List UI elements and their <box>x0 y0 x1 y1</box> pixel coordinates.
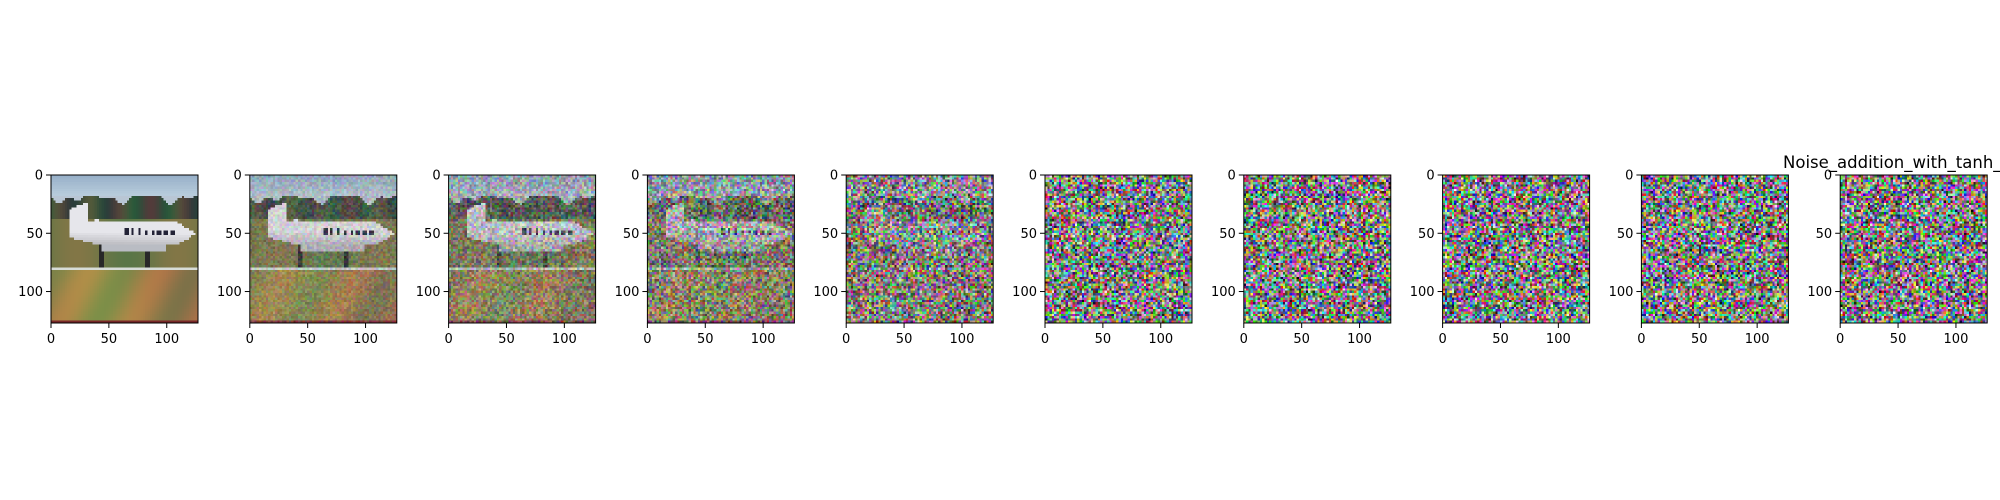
x-tick-label: 0 <box>1438 332 1446 347</box>
subplot-5: 0 50 100 0 50 100 <box>813 169 994 347</box>
y-tick-label: 0 <box>234 169 242 184</box>
x-tick-label: 0 <box>444 332 452 347</box>
subplot-10: 0 50 100 0 50 100 <box>1807 169 1988 347</box>
y-tick-label: 0 <box>631 169 639 184</box>
noise-image <box>249 175 397 323</box>
x-tick-label: 0 <box>1836 332 1844 347</box>
noise-image <box>1641 175 1789 323</box>
y-tick-label: 0 <box>1426 169 1434 184</box>
axes-frame <box>1442 174 1591 324</box>
y-tick-label: 50 <box>822 227 839 242</box>
x-tick-label: 0 <box>1041 332 1049 347</box>
x-tick-label: 100 <box>1546 332 1571 347</box>
x-tick-label: 0 <box>246 332 254 347</box>
y-tick-label: 50 <box>1617 227 1634 242</box>
x-tick-label: 100 <box>154 332 179 347</box>
noise-image <box>1442 175 1590 323</box>
y-tick-label: 50 <box>1418 227 1435 242</box>
y-tick-label: 100 <box>813 285 838 300</box>
y-tick-label: 0 <box>830 169 838 184</box>
y-tick-label: 100 <box>1410 285 1435 300</box>
x-tick-label: 50 <box>1492 332 1509 347</box>
y-tick-label: 50 <box>26 227 43 242</box>
x-tick-label: 50 <box>101 332 118 347</box>
y-tick-label: 0 <box>1228 169 1236 184</box>
y-tick-label: 100 <box>1012 285 1037 300</box>
x-tick-label: 100 <box>1148 332 1173 347</box>
y-tick-label: 50 <box>1219 227 1236 242</box>
x-tick-label: 100 <box>751 332 776 347</box>
y-tick-label: 0 <box>432 169 440 184</box>
x-tick-label: 0 <box>1637 332 1645 347</box>
x-tick-label: 50 <box>1293 332 1310 347</box>
y-tick-label: 100 <box>217 285 242 300</box>
axes-frame <box>1839 174 1988 324</box>
x-tick-label: 50 <box>1890 332 1907 347</box>
y-tick-label: 0 <box>1029 169 1037 184</box>
x-tick-label: 100 <box>1347 332 1372 347</box>
chart-title: Noise_addition_with_tanh_ <box>1783 153 2000 173</box>
y-tick-label: 100 <box>18 285 43 300</box>
subplot-2: 0 50 100 0 50 100 <box>217 169 398 347</box>
x-tick-label: 50 <box>299 332 316 347</box>
subplot-9: 0 50 100 0 50 100 <box>1609 169 1789 347</box>
x-tick-label: 50 <box>896 332 913 347</box>
y-tick-label: 0 <box>35 169 43 184</box>
subplot-1: 0 50 100 0 50 100 <box>18 169 199 347</box>
y-tick-label: 50 <box>623 227 640 242</box>
x-tick-label: 0 <box>842 332 850 347</box>
x-tick-label: 100 <box>552 332 577 347</box>
x-tick-label: 0 <box>643 332 651 347</box>
noise-image <box>846 175 994 323</box>
y-tick-label: 100 <box>1211 285 1236 300</box>
axes-frame <box>646 174 795 324</box>
x-tick-label: 50 <box>498 332 515 347</box>
y-tick-label: 100 <box>1609 285 1634 300</box>
noise-image <box>1840 175 1988 323</box>
x-tick-label: 100 <box>1745 332 1770 347</box>
subplot-3: 0 50 100 0 50 100 <box>416 169 597 347</box>
x-tick-label: 100 <box>950 332 975 347</box>
y-tick-label: 50 <box>424 227 441 242</box>
axes-frame <box>1243 174 1392 324</box>
x-tick-label: 50 <box>697 332 714 347</box>
x-tick-label: 0 <box>47 332 55 347</box>
y-tick-label: 50 <box>1816 227 1833 242</box>
subplot-7: 0 50 100 0 50 100 <box>1211 169 1392 347</box>
subplot-4: 0 50 100 0 50 100 <box>615 169 795 347</box>
axes-frame <box>249 174 398 324</box>
noise-image <box>51 175 198 323</box>
axes-frame <box>448 174 597 324</box>
x-tick-label: 100 <box>1944 332 1969 347</box>
y-tick-label: 50 <box>1020 227 1037 242</box>
x-tick-label: 0 <box>1240 332 1248 347</box>
noise-image <box>448 175 596 323</box>
y-tick-label: 0 <box>1824 169 1832 184</box>
axes-frame <box>1044 174 1193 324</box>
x-tick-label: 100 <box>353 332 378 347</box>
noise-image <box>1045 175 1192 323</box>
y-tick-label: 50 <box>225 227 242 242</box>
y-tick-label: 100 <box>416 285 441 300</box>
y-tick-label: 100 <box>615 285 640 300</box>
y-tick-label: 0 <box>1625 169 1633 184</box>
subplot-8: 0 50 100 0 50 100 <box>1410 169 1591 347</box>
subplot-6: 0 50 100 0 50 100 <box>1012 169 1193 347</box>
noise-image <box>647 175 795 323</box>
noise-image <box>1243 175 1391 323</box>
y-tick-label: 100 <box>1807 285 1832 300</box>
x-tick-label: 50 <box>1095 332 1112 347</box>
axes-frame <box>50 174 199 324</box>
subplot-grid: 0 50 100 0 50 100 0 50 100 0 50 100 0 50 100 0 50 100 0 50 1… <box>18 169 1988 347</box>
axes-frame <box>845 174 994 324</box>
x-tick-label: 50 <box>1691 332 1708 347</box>
axes-frame <box>1640 174 1789 324</box>
